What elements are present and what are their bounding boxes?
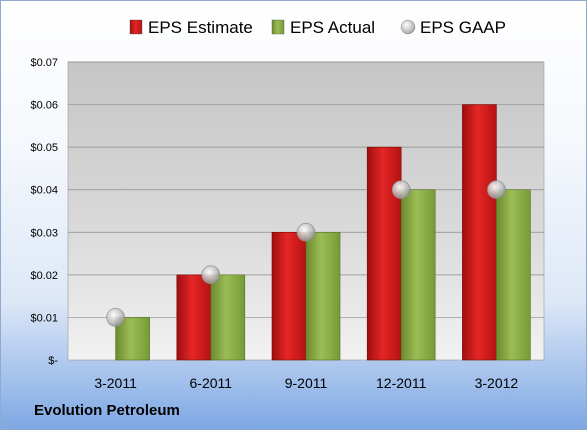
bar-eps-estimate: [366, 146, 402, 361]
x-tick-label: 3-2012: [475, 375, 519, 391]
bar-eps-actual: [400, 189, 436, 361]
bar-eps-actual: [210, 274, 246, 361]
legend-eps-estimate-label: EPS Estimate: [148, 18, 253, 37]
marker-eps-gaap: [296, 222, 316, 242]
marker-eps-gaap: [201, 265, 221, 285]
legend-eps-estimate-swatch: [129, 19, 143, 35]
bar-eps-estimate: [176, 274, 212, 361]
x-tick-label: 3-2011: [94, 375, 137, 391]
y-tick-label: $0.06: [30, 100, 58, 112]
y-tick-label: $-: [48, 355, 58, 367]
y-tick-label: $0.05: [30, 142, 58, 154]
legend: EPS Estimate EPS Actual EPS GAAP: [129, 18, 506, 37]
x-tick-label: 9-2011: [285, 375, 328, 391]
y-tick-label: $0.07: [30, 57, 58, 69]
gaap-markers: [106, 180, 506, 327]
bar-eps-actual: [496, 189, 531, 361]
x-tick-label: 6-2011: [190, 375, 233, 391]
y-tick-label: $0.02: [30, 270, 58, 282]
x-tick-label: 12-2011: [376, 375, 427, 391]
marker-eps-gaap: [487, 180, 506, 200]
y-axis-ticks: $- $0.01 $0.02 $0.03 $0.04 $0.05 $0.06 $0.07: [30, 57, 58, 367]
marker-eps-gaap: [391, 180, 411, 200]
bar-eps-estimate: [462, 104, 497, 361]
marker-eps-gaap: [106, 308, 125, 327]
bar-eps-actual: [305, 231, 341, 361]
x-axis-ticks: 3-2011 6-2011 9-2011 12-2011 3-2012: [94, 375, 518, 391]
bars: [115, 104, 531, 361]
legend-eps-gaap-label: EPS GAAP: [420, 18, 506, 37]
y-tick-label: $0.03: [30, 227, 58, 239]
bar-eps-estimate: [271, 231, 307, 361]
legend-eps-gaap-swatch: [400, 19, 416, 35]
y-tick-label: $0.01: [30, 312, 58, 324]
y-tick-label: $0.04: [30, 185, 58, 197]
company-name: Evolution Petroleum: [34, 402, 180, 419]
legend-eps-actual-label: EPS Actual: [290, 18, 375, 37]
legend-eps-actual-swatch: [271, 19, 285, 35]
